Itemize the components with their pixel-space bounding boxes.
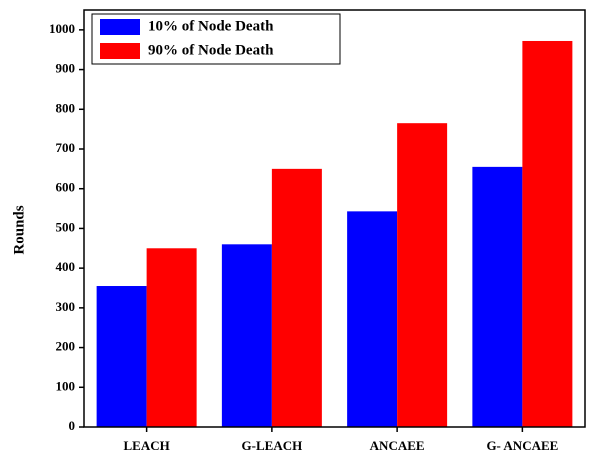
y-tick-label: 300 xyxy=(56,299,76,314)
bar xyxy=(146,248,197,427)
x-tick-label: ANCAEE xyxy=(370,438,425,453)
bar xyxy=(397,123,448,427)
y-tick-label: 700 xyxy=(56,140,76,155)
y-tick-label: 1000 xyxy=(49,21,75,36)
bar xyxy=(96,286,147,427)
legend-swatch xyxy=(100,43,140,59)
bar xyxy=(221,244,272,427)
y-tick-label: 100 xyxy=(56,378,76,393)
bar xyxy=(347,211,398,427)
y-tick-label: 400 xyxy=(56,259,76,274)
legend-swatch xyxy=(100,19,140,35)
y-tick-label: 900 xyxy=(56,61,76,76)
y-axis-label: Rounds xyxy=(11,205,27,254)
legend-label: 90% of Node Death xyxy=(148,42,274,58)
legend-label: 10% of Node Death xyxy=(148,18,274,34)
y-tick-label: 200 xyxy=(56,339,76,354)
bar xyxy=(271,168,322,427)
plot-frame xyxy=(83,9,586,428)
bar xyxy=(522,40,573,427)
y-tick-label: 500 xyxy=(56,219,76,234)
x-tick-label: G-LEACH xyxy=(242,438,303,453)
y-tick-label: 0 xyxy=(69,418,76,433)
x-tick-label: G- ANCAEE xyxy=(486,438,558,453)
bar xyxy=(472,166,523,427)
x-tick-label: LEACH xyxy=(124,438,170,453)
y-tick-label: 600 xyxy=(56,180,76,195)
y-tick-label: 800 xyxy=(56,100,76,115)
